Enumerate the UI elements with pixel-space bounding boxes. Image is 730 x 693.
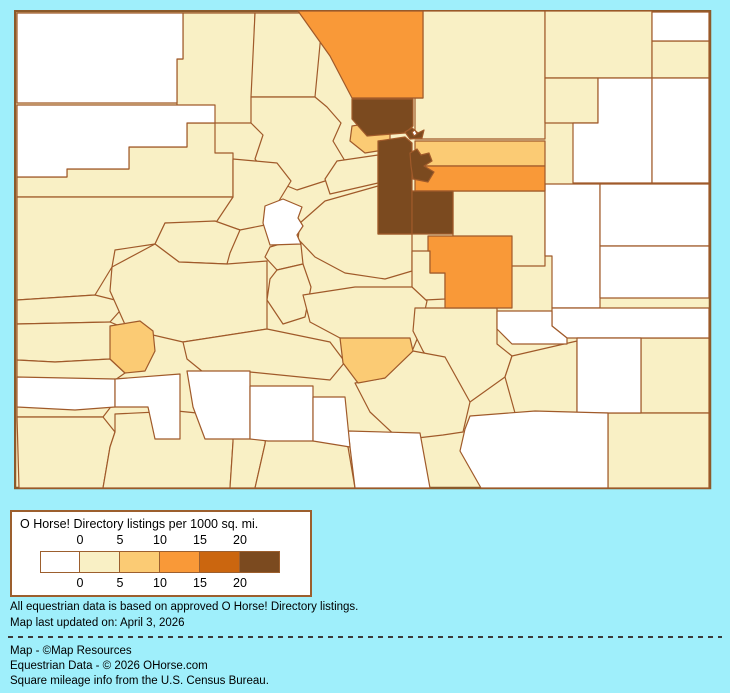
county-prowers [640, 337, 710, 414]
county-logan [544, 10, 653, 79]
county-custer [339, 337, 414, 384]
county-kit-carson [599, 183, 710, 247]
county-sedgwick [651, 11, 710, 42]
county-adams [414, 140, 546, 167]
county-cheyenne [599, 245, 710, 299]
legend-swatch-4 [200, 551, 240, 573]
dashed-divider [8, 636, 722, 638]
county-small-water-body [411, 129, 418, 137]
county-lincoln [544, 183, 601, 309]
county-kiowa [551, 307, 710, 339]
legend-tick: 5 [116, 576, 124, 590]
county-hinsdale [114, 373, 181, 440]
colorado-county-map [13, 9, 712, 490]
legend-tick: 0 [76, 533, 84, 547]
legend-swatch-1 [80, 551, 120, 573]
legend-color-scale [40, 551, 280, 573]
legend-swatch-5 [240, 551, 280, 573]
county-gunnison [109, 243, 268, 343]
county-alamosa [312, 396, 351, 448]
county-clear-creek [324, 154, 379, 195]
county-denver [409, 148, 435, 183]
legend-tick: 10 [153, 576, 167, 590]
legend-tick: 5 [116, 533, 124, 547]
county-summit [262, 198, 304, 246]
legend-tick: 0 [76, 576, 84, 590]
legend-title: O Horse! Directory listings per 1000 sq.… [20, 517, 259, 531]
county-rio-blanco [16, 104, 216, 178]
data-source-note: All equestrian data is based on approved… [10, 601, 359, 613]
county-delta [16, 294, 128, 325]
county-las-animas [459, 410, 609, 489]
legend-swatch-2 [120, 551, 160, 573]
county-san-juan [16, 376, 116, 411]
last-updated-note: Map last updated on: April 3, 2026 [10, 617, 185, 629]
county-phillips [651, 40, 710, 79]
county-ouray [109, 320, 156, 374]
legend-ticks-top: 0 5 10 15 20 [12, 533, 310, 547]
county-saguache [182, 328, 346, 381]
county-costilla [347, 430, 431, 489]
map-credit: Map - ©Map Resources [10, 645, 132, 657]
county-mineral [186, 370, 251, 440]
legend-swatch-3 [160, 551, 200, 573]
county-baca [607, 412, 710, 489]
county-yuma [651, 77, 710, 184]
county-bent [576, 337, 642, 414]
legend-tick: 15 [193, 533, 207, 547]
legend-swatch-0 [40, 551, 80, 573]
county-rio-grande [249, 385, 314, 442]
legend-tick: 20 [233, 576, 247, 590]
county-crowley [496, 310, 568, 345]
census-credit: Square mileage info from the U.S. Census… [10, 675, 269, 687]
county-montezuma [16, 416, 116, 489]
county-douglas [411, 190, 454, 235]
colorado-map-svg [13, 9, 712, 490]
data-credit: Equestrian Data - © 2026 OHorse.com [10, 660, 208, 672]
county-larimer [297, 10, 424, 99]
county-moffat [16, 12, 184, 104]
county-weld [414, 10, 546, 140]
legend-tick: 15 [193, 576, 207, 590]
county-el-paso [427, 235, 513, 309]
legend-ticks-bottom: 0 5 10 15 20 [12, 576, 310, 590]
map-legend: O Horse! Directory listings per 1000 sq.… [10, 510, 312, 597]
county-jefferson [377, 136, 413, 235]
county-arapahoe [414, 165, 546, 192]
legend-tick: 10 [153, 533, 167, 547]
county-morgan [544, 77, 599, 124]
legend-tick: 20 [233, 533, 247, 547]
county-chaffee [266, 263, 312, 325]
